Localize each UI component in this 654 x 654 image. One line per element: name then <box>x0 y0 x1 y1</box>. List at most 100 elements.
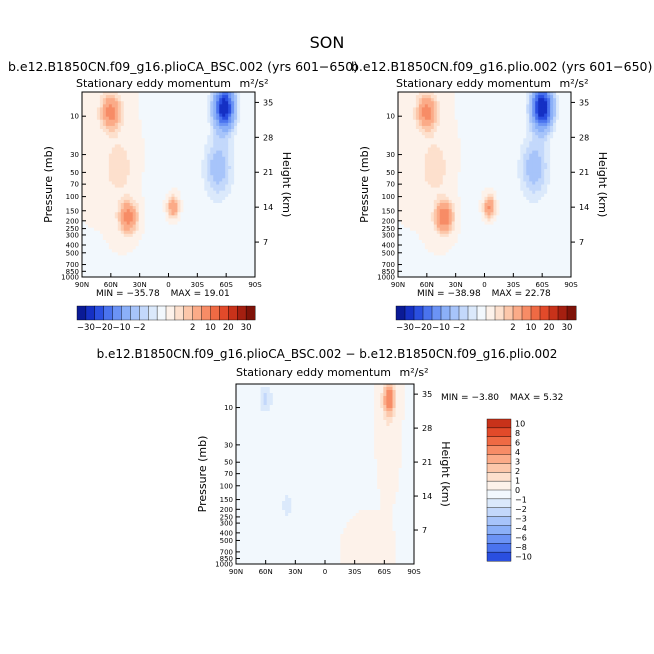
panel1-cell <box>153 221 157 225</box>
panel2-cell <box>412 156 417 161</box>
panel1-cell <box>111 178 116 182</box>
panel1-cell <box>162 240 166 244</box>
panel1-cell <box>159 206 163 210</box>
panel1-cell <box>99 119 104 124</box>
panel1-cell <box>246 98 250 102</box>
panel2-cell <box>398 92 402 96</box>
panel2-cell <box>523 107 527 111</box>
panel1-cell <box>82 221 86 225</box>
panel1-cell <box>201 215 205 219</box>
panel1-cell <box>189 224 193 229</box>
panel1-cell <box>237 135 241 139</box>
panel1-cell <box>144 144 149 148</box>
panel1-cell <box>120 267 125 272</box>
panel1-cell <box>195 104 199 108</box>
panel1-cell <box>132 221 137 225</box>
panel1-cell <box>186 255 190 259</box>
panel1-cell <box>180 267 184 272</box>
panel2-cell <box>502 95 506 99</box>
panel1-cell <box>102 230 107 235</box>
panel2-cell <box>398 156 402 161</box>
panel1-cell <box>213 135 217 139</box>
panel2-cell <box>565 141 569 145</box>
panel1-cell <box>183 243 187 247</box>
panel1-cell <box>252 98 256 102</box>
panel2-cell <box>535 101 539 105</box>
panel1-cell <box>105 206 110 210</box>
panel1-cell <box>174 153 178 158</box>
panel1-cell <box>126 233 131 238</box>
panel2-cell <box>520 116 524 121</box>
panel1-cell <box>93 190 98 195</box>
panel1-cell <box>189 162 193 167</box>
panel1-cell <box>180 116 184 121</box>
panel1-cell <box>186 98 190 102</box>
panel1-cell <box>237 181 241 185</box>
panel1-cell <box>126 193 131 198</box>
panel1-cell <box>82 153 86 158</box>
panel2-cell <box>424 107 429 111</box>
panel2-cell <box>541 150 545 155</box>
panel1-cell <box>192 199 196 204</box>
panel1-cell <box>234 116 238 121</box>
panel1-cell <box>183 138 187 142</box>
panel1-cell <box>174 129 178 133</box>
panel1-cell <box>174 125 178 130</box>
panel1-cell <box>213 181 217 185</box>
panel2-cell <box>424 162 429 167</box>
panel1-cell <box>120 215 125 219</box>
panel1-cell <box>240 159 244 164</box>
panel1-cell <box>231 181 235 185</box>
panel2-cell <box>553 107 557 111</box>
panel1-cell <box>147 181 151 185</box>
panel1-cell <box>192 255 196 259</box>
panel1-cell <box>114 258 119 262</box>
panel2-cell <box>445 101 450 105</box>
panel1-cell <box>90 159 95 164</box>
panel1-cell <box>102 221 107 225</box>
panel1-cell <box>138 107 143 111</box>
panel1-cell <box>126 156 131 161</box>
panel1-cell <box>243 147 247 151</box>
panel2-cell <box>526 110 530 114</box>
panel1-cell <box>246 166 250 170</box>
panel2-cell <box>508 147 512 151</box>
panel1-cell <box>165 110 169 114</box>
panel1-cell <box>198 221 202 225</box>
panel2-cell <box>568 159 572 164</box>
panel2-cell <box>460 138 465 142</box>
panel1-y-tick-label: 400 <box>66 242 79 250</box>
panel1-cell <box>114 243 119 247</box>
panel1-cell <box>213 258 217 262</box>
panel2-cell <box>511 147 515 151</box>
panel1-cell <box>174 135 178 139</box>
panel1-cell <box>144 122 149 127</box>
panel1-cell <box>123 178 128 182</box>
panel1-cell <box>183 135 187 139</box>
panel1-cell <box>141 101 146 105</box>
panel1-cell <box>222 233 226 238</box>
panel1-cell <box>225 175 229 179</box>
panel1-cell <box>210 141 214 145</box>
panel2-cell <box>418 119 423 124</box>
panel1-cell <box>216 218 220 222</box>
panel1-cell <box>129 224 134 229</box>
panel2-cell <box>517 92 521 96</box>
panel1-cell <box>201 178 205 182</box>
panel1-cell <box>234 193 238 198</box>
panel1-cell <box>159 138 163 142</box>
panel1-cell <box>102 104 107 108</box>
panel1-cell <box>213 252 217 256</box>
panel2-cell <box>439 113 444 118</box>
panel1-cell <box>177 104 181 108</box>
panel2-cell <box>427 153 432 158</box>
panel1-cell <box>204 264 208 269</box>
panel1-cell <box>99 122 104 127</box>
panel1-cell <box>231 156 235 161</box>
panel1-cell <box>204 153 208 158</box>
panel1-cell <box>237 249 241 253</box>
panel2-cell <box>409 98 414 102</box>
panel1-cell <box>222 187 226 192</box>
panel1-cell <box>99 236 104 241</box>
panel1-cell <box>174 172 178 176</box>
